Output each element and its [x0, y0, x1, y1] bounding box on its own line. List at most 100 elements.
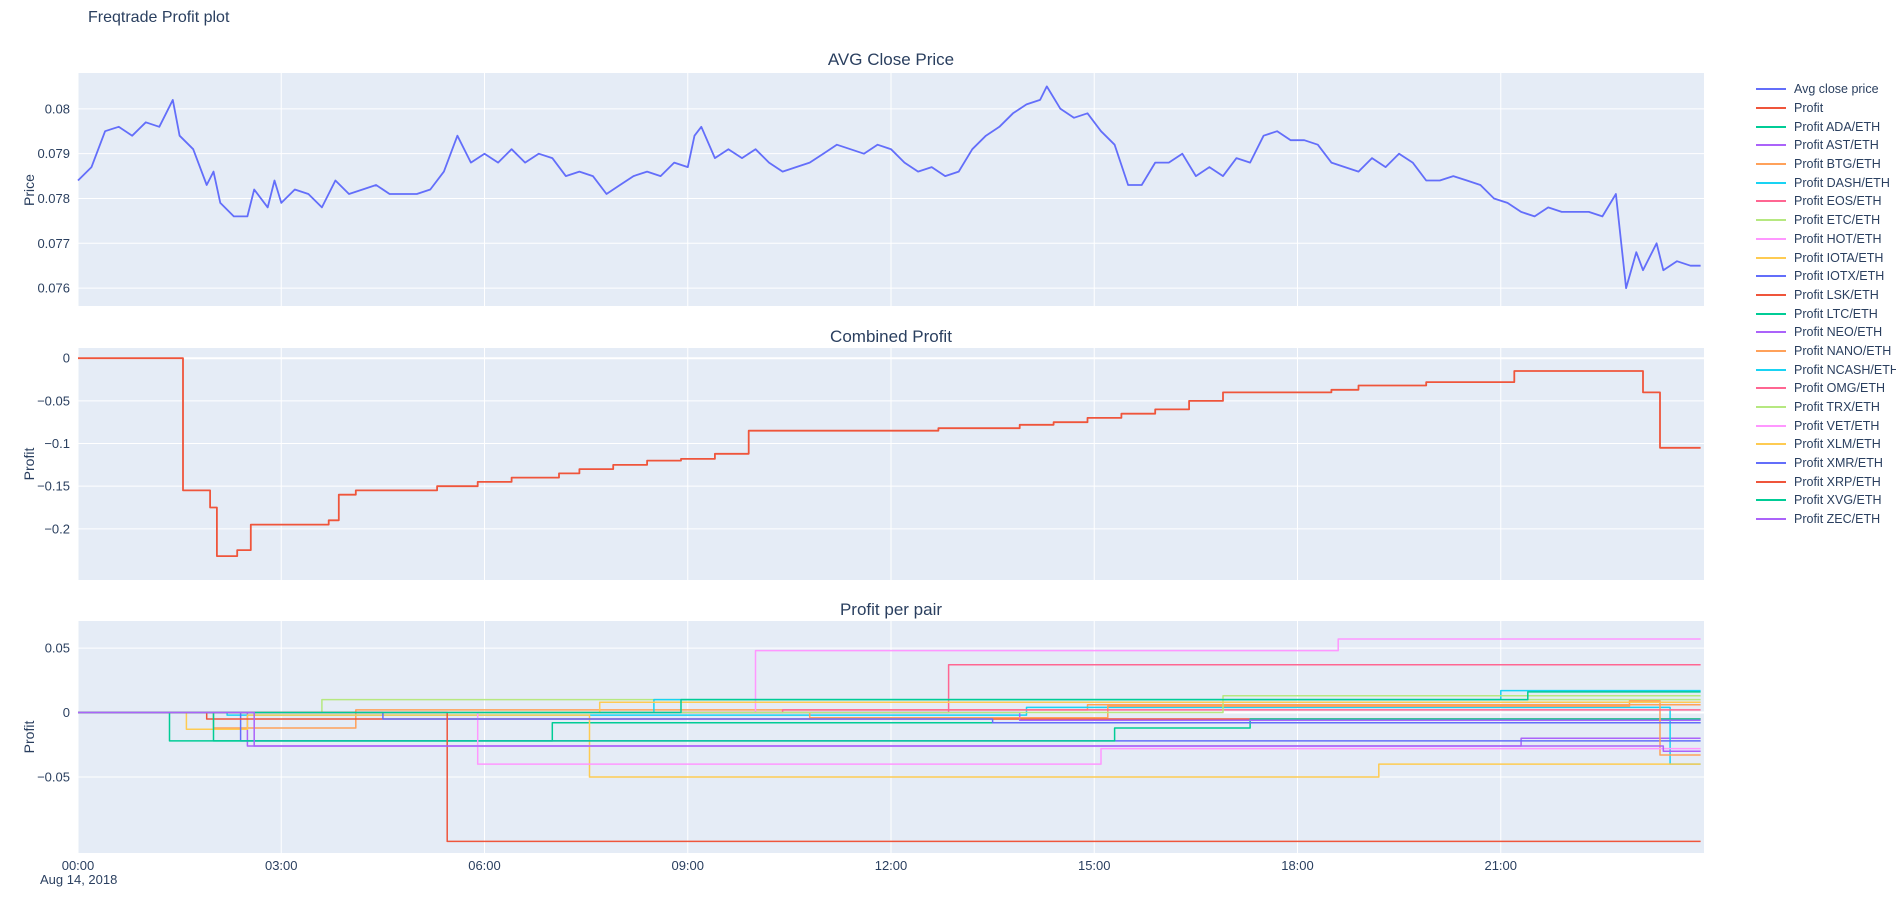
legend-swatch [1756, 424, 1786, 427]
y-tick-label: 0.078 [37, 191, 70, 206]
y-tick-label: −0.1 [44, 436, 70, 451]
y-tick-label: 0.076 [37, 281, 70, 296]
legend-swatch [1756, 163, 1786, 166]
series-profit-xvg-eth [78, 691, 1701, 714]
legend-label: Profit ZEC/ETH [1794, 512, 1881, 527]
legend-label: Profit EOS/ETH [1794, 194, 1882, 209]
legend-swatch [1756, 200, 1786, 203]
legend-item-profit-iota-eth[interactable]: Profit IOTA/ETH [1756, 248, 1896, 267]
y-tick-label: −0.05 [37, 769, 70, 784]
legend-item-profit-omg-eth[interactable]: Profit OMG/ETH [1756, 379, 1896, 398]
legend-swatch [1756, 368, 1786, 371]
legend-label: Profit XRP/ETH [1794, 474, 1881, 489]
legend-label: Profit ADA/ETH [1794, 119, 1881, 134]
y-tick-label: 0.079 [37, 146, 70, 161]
legend-label: Profit AST/ETH [1794, 138, 1879, 153]
legend-label: Profit LTC/ETH [1794, 306, 1878, 321]
y-tick-label: 0.077 [37, 236, 70, 251]
legend-item-profit-hot-eth[interactable]: Profit HOT/ETH [1756, 230, 1896, 249]
legend-item-profit-ltc-eth[interactable]: Profit LTC/ETH [1756, 304, 1896, 323]
legend-item-profit-ncash-eth[interactable]: Profit NCASH/ETH [1756, 360, 1896, 379]
legend-swatch [1756, 88, 1786, 91]
y-axis-label-profit-2: Profit [21, 720, 37, 754]
x-axis-date-label: Aug 14, 2018 [40, 872, 118, 887]
legend-item-avg-close-price[interactable]: Avg close price [1756, 80, 1896, 99]
legend-swatch [1756, 256, 1786, 259]
x-tick-label: 03:00 [265, 858, 298, 873]
subplot-title-avg-close-price: AVG Close Price [827, 50, 955, 69]
legend-item-profit[interactable]: Profit [1756, 99, 1896, 118]
legend-swatch [1756, 219, 1786, 222]
legend-item-profit-zec-eth[interactable]: Profit ZEC/ETH [1756, 510, 1896, 529]
series-profit-zec-eth [78, 711, 1701, 752]
legend-swatch [1756, 349, 1786, 352]
x-tick-label: 06:00 [468, 858, 501, 873]
legend-swatch [1756, 107, 1786, 110]
legend-item-profit-btg-eth[interactable]: Profit BTG/ETH [1756, 155, 1896, 174]
legend-item-profit-xrp-eth[interactable]: Profit XRP/ETH [1756, 472, 1896, 491]
y-tick-label: 0 [63, 351, 70, 366]
legend-item-profit-dash-eth[interactable]: Profit DASH/ETH [1756, 173, 1896, 192]
legend-swatch [1756, 293, 1786, 296]
subplot-title-profit-per-pair: Profit per pair [839, 600, 943, 619]
y-tick-label: −0.15 [37, 479, 70, 494]
y-tick-label: −0.05 [37, 393, 70, 408]
legend-label: Profit [1794, 101, 1824, 116]
legend-label: Profit HOT/ETH [1794, 231, 1882, 246]
legend-item-profit-xvg-eth[interactable]: Profit XVG/ETH [1756, 491, 1896, 510]
y-axis-label-profit-1: Profit [21, 447, 37, 481]
legend-swatch [1756, 312, 1786, 315]
y-axis-label-price: Price [21, 174, 37, 206]
legend-label: Profit XVG/ETH [1794, 493, 1882, 508]
x-tick-label: 00:00 [62, 858, 95, 873]
legend: Avg close price Profit Profit ADA/ETH Profi… [1756, 80, 1896, 529]
legend-swatch [1756, 275, 1786, 278]
x-tick-label: 12:00 [875, 858, 908, 873]
subplot-title-combined-profit: Combined Profit [830, 327, 952, 346]
legend-swatch [1756, 125, 1786, 128]
legend-item-profit-vet-eth[interactable]: Profit VET/ETH [1756, 416, 1896, 435]
legend-label: Profit NCASH/ETH [1794, 362, 1896, 377]
legend-label: Profit XMR/ETH [1794, 456, 1883, 471]
legend-swatch [1756, 331, 1786, 334]
series-profit-iota-eth [78, 711, 1701, 778]
legend-item-profit-lsk-eth[interactable]: Profit LSK/ETH [1756, 286, 1896, 305]
legend-label: Profit NANO/ETH [1794, 343, 1892, 358]
legend-item-profit-trx-eth[interactable]: Profit TRX/ETH [1756, 398, 1896, 417]
legend-item-profit-nano-eth[interactable]: Profit NANO/ETH [1756, 342, 1896, 361]
legend-item-profit-xlm-eth[interactable]: Profit XLM/ETH [1756, 435, 1896, 454]
legend-label: Profit ETC/ETH [1794, 213, 1881, 228]
x-tick-label: 21:00 [1484, 858, 1517, 873]
legend-item-profit-xmr-eth[interactable]: Profit XMR/ETH [1756, 454, 1896, 473]
legend-item-profit-ada-eth[interactable]: Profit ADA/ETH [1756, 117, 1896, 136]
y-tick-label: 0.05 [45, 641, 70, 656]
legend-swatch [1756, 462, 1786, 465]
legend-label: Profit NEO/ETH [1794, 325, 1883, 340]
legend-swatch [1756, 443, 1786, 446]
y-tick-label: −0.2 [44, 521, 70, 536]
x-tick-label: 09:00 [671, 858, 704, 873]
y-tick-label: 0.08 [45, 101, 70, 116]
legend-swatch [1756, 518, 1786, 521]
x-tick-label: 18:00 [1281, 858, 1314, 873]
legend-swatch [1756, 144, 1786, 147]
legend-item-profit-iotx-eth[interactable]: Profit IOTX/ETH [1756, 267, 1896, 286]
legend-label: Profit XLM/ETH [1794, 437, 1881, 452]
legend-item-profit-ast-eth[interactable]: Profit AST/ETH [1756, 136, 1896, 155]
series-profit-nano-eth [78, 700, 1701, 756]
y-tick-label: 0 [63, 705, 70, 720]
legend-label: Avg close price [1794, 82, 1879, 97]
legend-item-profit-eos-eth[interactable]: Profit EOS/ETH [1756, 192, 1896, 211]
series-profit [78, 357, 1701, 557]
legend-swatch [1756, 181, 1786, 184]
legend-swatch [1756, 406, 1786, 409]
legend-swatch [1756, 237, 1786, 240]
legend-item-profit-neo-eth[interactable]: Profit NEO/ETH [1756, 323, 1896, 342]
legend-label: Profit LSK/ETH [1794, 287, 1879, 302]
legend-label: Profit IOTX/ETH [1794, 269, 1885, 284]
page-title: Freqtrade Profit plot [88, 9, 230, 26]
legend-swatch [1756, 480, 1786, 483]
legend-item-profit-etc-eth[interactable]: Profit ETC/ETH [1756, 211, 1896, 230]
series-avg-close-price [77, 85, 1701, 289]
